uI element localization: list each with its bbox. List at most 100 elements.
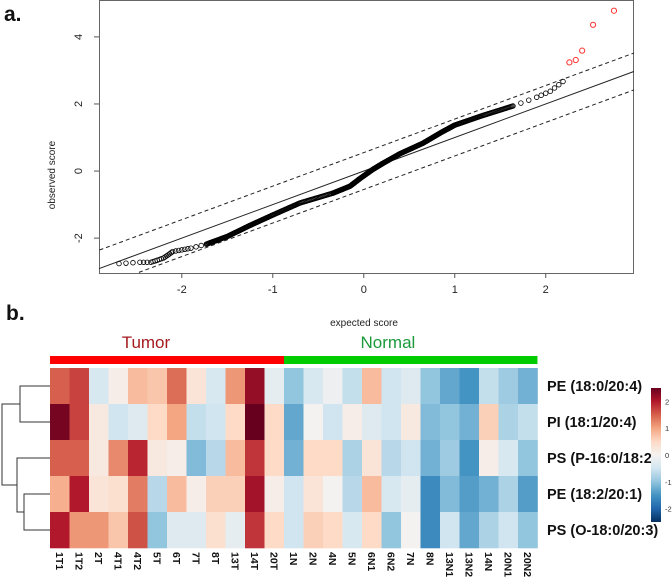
heatmap-cell [264,512,285,549]
color-legend: 2 1 0 -1 -2 [651,388,672,522]
heatmap-cell [381,512,402,549]
heatmap-cell [69,404,90,441]
data-point [560,78,566,85]
heatmap-cell [518,404,538,441]
column-label: 8N [423,552,435,565]
data-point [140,259,147,265]
column-label: 5T [150,552,162,565]
heatmap-cell [108,476,129,513]
heatmap-cell [264,476,285,513]
row-label: PS (O-18:0/20:3) [547,523,658,539]
column-label: 6N1 [365,552,377,571]
heatmap-cell [459,512,480,549]
heatmap-cell [225,440,246,477]
heatmap-cell [69,368,90,405]
heatmap-cell [401,368,421,405]
data-point [116,260,122,267]
heatmap-cell [89,476,109,513]
data-point [123,260,129,266]
data-point [179,247,185,253]
heatmap-cell [167,512,187,549]
dendrogram-branch [1,403,20,486]
heatmap-cell [459,476,480,513]
heatmap-cell [518,476,538,513]
heatmap-cell [186,368,207,405]
data-point [137,259,143,265]
heatmap-cell [69,440,90,477]
colorbar [651,388,661,522]
data-point [176,247,182,254]
heatmap-cell [518,368,538,405]
group-label-tumor: Tumor [122,333,171,352]
x-axis: -2 -1 0 1 2 [177,273,549,296]
heatmap-cell [479,368,499,405]
heatmap-cell [323,368,343,405]
heatmap-cell [147,368,168,405]
column-label: 1T1 [53,552,65,570]
heatmap-cell [186,476,207,513]
column-label: 8T [209,552,221,565]
column-label: 20N2 [521,552,533,577]
heatmap-cell [498,476,519,513]
heatmap-cell [498,404,519,441]
x-tick-label: -1 [268,284,278,296]
heatmap-cell [245,476,265,513]
heatmap-cell [89,404,109,441]
column-label: 7T [189,552,201,565]
heatmap-cell [167,368,187,405]
x-tick-label: -2 [177,284,187,296]
heatmap-cell [225,404,246,441]
heatmap-cell [284,440,304,477]
heatmap-cell [381,368,402,405]
heatmap-cell [245,368,265,405]
row-label: PS (P-16:0/18:2) [547,451,657,467]
data-point [533,94,540,100]
column-label: 6N2 [384,552,396,571]
data-point [538,92,544,98]
heatmap-cell [264,404,285,441]
heatmap-cell [206,440,226,477]
data-point [130,260,136,266]
heatmap-cell [264,368,285,405]
group-bar-normal [284,356,538,364]
x-tick-label: 2 [543,284,549,296]
heatmap-cell [381,476,402,513]
x-axis-label: expected score [330,318,398,329]
column-label: 13T [228,552,240,571]
colorbar-tick-label: -1 [665,478,672,487]
heatmap-cell [401,404,421,441]
heatmap-cell [128,512,148,549]
colorbar-tick-label: 1 [665,424,669,433]
heatmap-cell [459,404,480,441]
outlier-point [610,7,618,14]
heatmap-cell [323,476,343,513]
heatmap-cell [128,404,148,441]
heatmap-cell [498,440,519,477]
row-label: PE (18:0/20:4) [547,379,642,395]
x-tick-label: 0 [361,284,367,296]
heatmap-cell [323,404,343,441]
heatmap-cell [303,404,324,441]
heatmap-cell [420,476,441,513]
row-dendrogram [1,385,50,531]
heatmap-cell [401,440,421,477]
column-label: 1N [287,552,299,565]
column-label: 2N [306,552,318,565]
y-axis: -2 0 2 4 [73,34,99,243]
outlier-point [579,47,586,54]
heatmap-cell [147,512,168,549]
heatmap-cell [284,512,304,549]
heatmap-cell [128,476,148,513]
heatmap-cell [440,404,460,441]
data-point [543,90,549,96]
data-point [182,246,188,252]
column-label: 2T [92,552,104,565]
row-label: PI (18:1/20:4) [547,415,637,431]
heatmap-cell [245,440,265,477]
colorbar-tick-label: 2 [665,397,669,406]
heatmap-cell [89,440,109,477]
heatmap-cell [50,368,70,405]
heatmap-cell [303,368,324,405]
heatmap-cell [108,368,129,405]
heatmap-cell [206,512,226,549]
